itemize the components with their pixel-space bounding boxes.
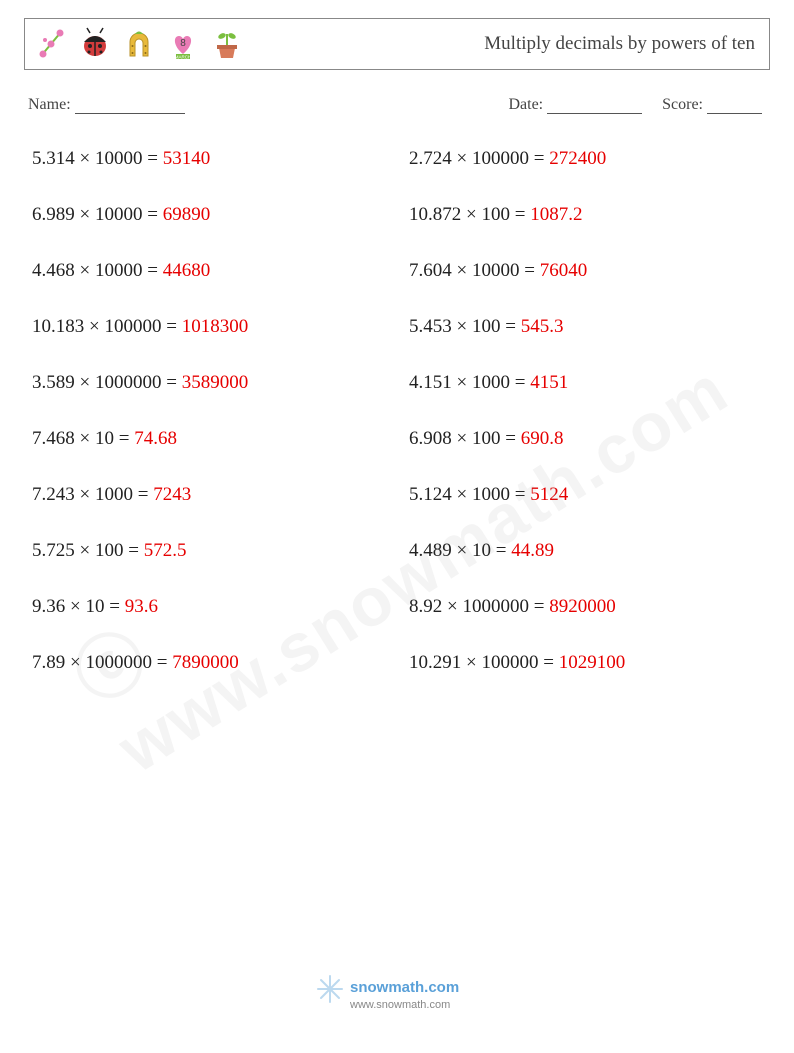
score-field: Score: (662, 96, 762, 114)
problem: 7.468 × 10 = 74.68 (32, 428, 385, 450)
answer: 272400 (549, 148, 606, 169)
answer: 53140 (163, 148, 211, 169)
problem: 10.872 × 100 = 1087.2 (409, 204, 762, 226)
name-field: Name: (28, 96, 185, 114)
horseshoe-icon (121, 26, 157, 62)
answer: 5124 (530, 484, 568, 505)
answer: 7890000 (172, 652, 239, 673)
icon-row: 8 MARCH (33, 26, 245, 62)
problem: 4.468 × 10000 = 44680 (32, 260, 385, 282)
date-field: Date: (508, 96, 642, 114)
problem: 5.453 × 100 = 545.3 (409, 316, 762, 338)
answer: 1029100 (559, 652, 626, 673)
answer: 572.5 (144, 540, 187, 561)
problem: 2.724 × 100000 = 272400 (409, 148, 762, 170)
sprout-pot-icon (209, 26, 245, 62)
answer: 545.3 (521, 316, 564, 337)
problem: 4.151 × 1000 = 4151 (409, 372, 762, 394)
problem: 7.243 × 1000 = 7243 (32, 484, 385, 506)
problem: 7.89 × 1000000 = 7890000 (32, 652, 385, 674)
answer: 74.68 (134, 428, 177, 449)
snowflake-icon (318, 976, 342, 1002)
answer: 8920000 (549, 596, 616, 617)
worksheet-title: Multiply decimals by powers of ten (484, 33, 755, 55)
answer: 69890 (163, 204, 211, 225)
answer: 44.89 (511, 540, 554, 561)
problem: 7.604 × 10000 = 76040 (409, 260, 762, 282)
header-box: 8 MARCH Multiply decimals by powers of t… (24, 18, 770, 70)
answer: 44680 (163, 260, 211, 281)
problem: 5.124 × 1000 = 5124 (409, 484, 762, 506)
ladybug-icon (77, 26, 113, 62)
footer-logo: snowmath.com www.snowmath.com (0, 972, 794, 1025)
problem: 6.989 × 10000 = 69890 (32, 204, 385, 226)
answer: 4151 (530, 372, 568, 393)
footer-url: www.snowmath.com (349, 999, 450, 1011)
answer: 93.6 (125, 596, 158, 617)
problem: 8.92 × 1000000 = 8920000 (409, 596, 762, 618)
problems-grid: 5.314 × 10000 = 53140 2.724 × 100000 = 27… (24, 148, 770, 674)
answer: 7243 (153, 484, 191, 505)
problem: 3.589 × 1000000 = 3589000 (32, 372, 385, 394)
flower-branch-icon (33, 26, 69, 62)
answer: 3589000 (182, 372, 249, 393)
problem: 4.489 × 10 = 44.89 (409, 540, 762, 562)
problem: 10.291 × 100000 = 1029100 (409, 652, 762, 674)
problem: 9.36 × 10 = 93.6 (32, 596, 385, 618)
answer: 690.8 (521, 428, 564, 449)
svg-text:MARCH: MARCH (175, 55, 192, 60)
heart-calendar-icon: 8 MARCH (165, 26, 201, 62)
problem: 5.314 × 10000 = 53140 (32, 148, 385, 170)
answer: 76040 (540, 260, 588, 281)
problem: 6.908 × 100 = 690.8 (409, 428, 762, 450)
problem: 5.725 × 100 = 572.5 (32, 540, 385, 562)
heart-number: 8 (180, 38, 186, 49)
answer: 1087.2 (530, 204, 582, 225)
answer: 1018300 (182, 316, 249, 337)
problem: 10.183 × 100000 = 1018300 (32, 316, 385, 338)
footer-brand: snowmath.com (350, 979, 459, 996)
meta-row: Name: Date: Score: (24, 96, 770, 114)
